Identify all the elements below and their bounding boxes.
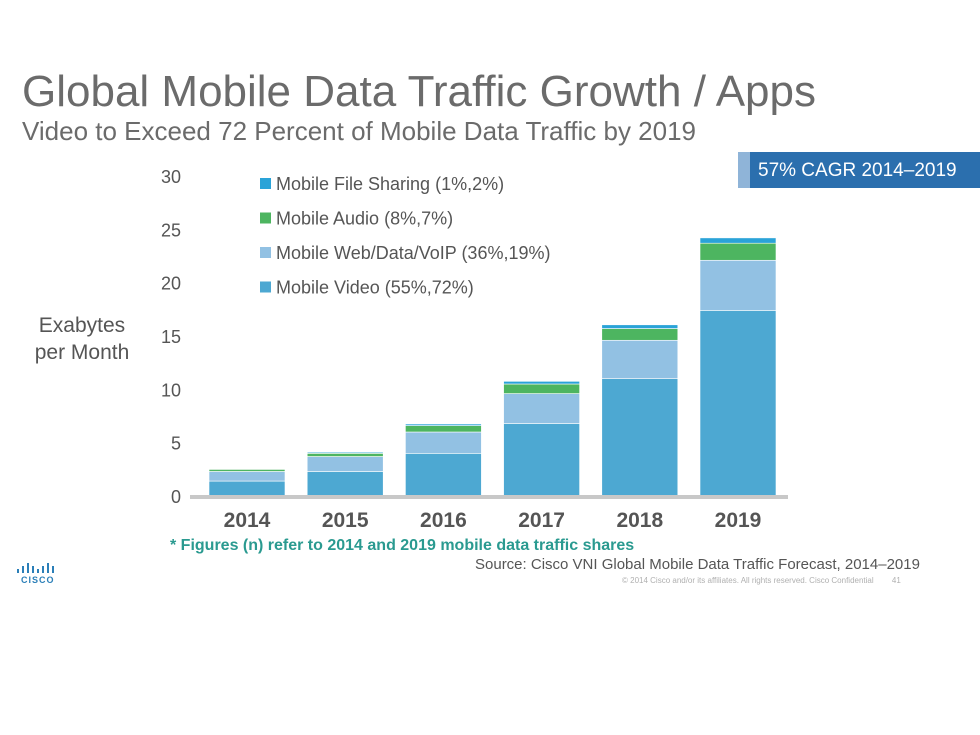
y-tick-label: 5 <box>171 434 181 454</box>
bar-segment-2019-s1 <box>699 259 777 311</box>
bar-segment-2017-s2 <box>503 383 580 394</box>
page-number: 41 <box>891 576 901 585</box>
bar-segment-2016-s1 <box>405 431 482 454</box>
bar-segment-2017-s1 <box>503 393 580 424</box>
bar-segment-2015-s2 <box>306 453 384 457</box>
cagr-badge: 57% CAGR 2014–2019 <box>738 152 980 188</box>
cisco-logo-icon <box>17 563 54 573</box>
source-note: Source: Cisco VNI Global Mobile Data Tra… <box>475 556 920 573</box>
bar-segment-2014-s3 <box>208 468 286 470</box>
bar-segment-2019-s0 <box>699 310 777 497</box>
legend-swatch <box>260 212 271 224</box>
bar-segment-2014-s2 <box>208 469 286 472</box>
bar-segment-2017-s0 <box>503 423 580 497</box>
bar-segment-2016-s3 <box>405 423 482 426</box>
y-tick-label: 0 <box>171 487 181 507</box>
x-tick-label: 2015 <box>322 509 369 532</box>
copyright-text: © 2014 Cisco and/or its affiliates. All … <box>622 576 874 585</box>
legend-swatch <box>260 247 271 258</box>
slide-subtitle: Video to Exceed 72 Percent of Mobile Dat… <box>22 116 697 146</box>
bar-segment-2018-s1 <box>601 339 679 379</box>
copyright-line: © 2014 Cisco and/or its affiliates. All … <box>622 576 901 585</box>
bar-segment-2018-s3 <box>601 324 679 329</box>
y-tick-label: 25 <box>161 220 181 240</box>
y-axis-label: Exabytes per Month <box>22 312 142 366</box>
footnote: * Figures (n) refer to 2014 and 2019 mob… <box>170 537 635 554</box>
bar-segment-2016-s2 <box>405 425 482 433</box>
legend-label: Mobile Video (55%,72%) <box>276 278 474 298</box>
x-tick-label: 2014 <box>224 509 271 532</box>
legend-label: Mobile Audio (8%,7%) <box>276 209 453 229</box>
y-axis-label-line: per Month <box>34 341 130 364</box>
x-tick-label: 2017 <box>518 509 565 532</box>
x-tick-label: 2016 <box>420 509 467 532</box>
legend-swatch <box>260 178 271 189</box>
bar-segment-2014-s0 <box>208 480 286 497</box>
slide-title: Global Mobile Data Traffic Growth / Apps <box>22 67 816 116</box>
bar-segment-2016-s0 <box>405 453 482 497</box>
bar-segment-2014-s1 <box>208 471 286 482</box>
bar-segment-2018-s2 <box>601 328 679 341</box>
legend-label: Mobile Web/Data/VoIP (36%,19%) <box>276 243 550 263</box>
bar-segment-2015-s1 <box>306 456 384 472</box>
y-tick-label: 30 <box>161 167 181 187</box>
bar-segment-2019-s3 <box>699 237 777 244</box>
bar-segment-2015-s3 <box>306 451 384 454</box>
cagr-badge-stripe <box>738 152 750 188</box>
x-tick-label: 2019 <box>715 509 762 532</box>
legend-label: Mobile File Sharing (1%,2%) <box>276 174 504 194</box>
cagr-badge-label: 57% CAGR 2014–2019 <box>758 160 957 181</box>
bar-segment-2017-s3 <box>503 381 580 385</box>
bar-segment-2015-s0 <box>306 471 384 497</box>
y-tick-label: 15 <box>161 327 181 347</box>
cisco-logo-text: CISCO <box>21 575 55 585</box>
legend-swatch <box>260 281 271 293</box>
y-tick-label: 20 <box>161 274 181 294</box>
y-axis-label-line: Exabytes <box>38 314 126 337</box>
bar-segment-2019-s2 <box>699 242 777 261</box>
bar-segment-2018-s0 <box>601 378 679 497</box>
x-tick-label: 2018 <box>616 509 663 532</box>
y-tick-label: 10 <box>161 380 181 400</box>
